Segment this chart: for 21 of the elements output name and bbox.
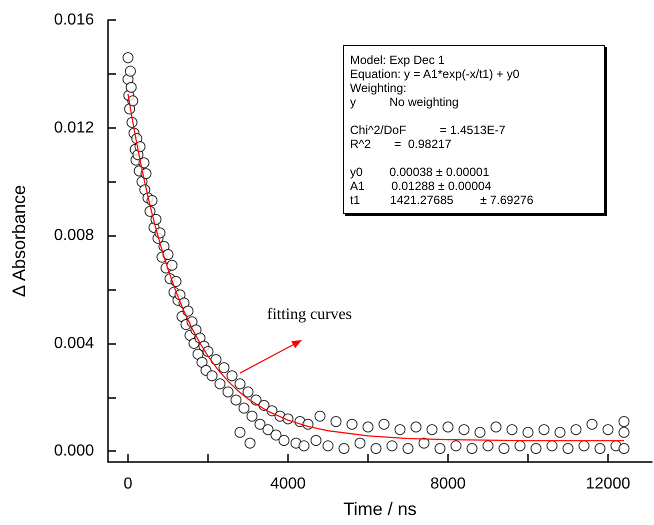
y-axis-title: Δ Absorbance: [9, 184, 29, 298]
annotation: A1 0.01288 ± 0.00004: [350, 179, 492, 193]
annotation: fitting curves: [267, 306, 352, 324]
annotation: Model: Exp Dec 1: [350, 53, 446, 67]
y-tick-label: 0.008: [54, 227, 94, 244]
x-tick-label: 4000: [270, 476, 306, 492]
x-tick-label: 0: [124, 476, 133, 492]
annotation: Weighting:: [350, 81, 408, 95]
x-tick-label: 12000: [586, 476, 630, 492]
x-axis-title: Time / ns: [343, 499, 417, 519]
y-tick-label: 0.012: [54, 119, 94, 136]
annotation: Chi^2/DoF = 1.4513E-7: [350, 123, 506, 137]
y-tick-label: 0.004: [54, 334, 94, 352]
annotation: y No weighting: [350, 95, 460, 109]
annotation: y0 0.00038 ± 0.00001: [350, 165, 490, 179]
y-tick-label: 0.000: [54, 442, 94, 460]
annotation: R^2 = 0.98217: [350, 137, 452, 151]
annotation: Equation: y = A1*exp(-x/t1) + y0: [350, 67, 520, 81]
y-tick-label: 0.016: [54, 12, 94, 28]
x-tick-label: 8000: [430, 476, 466, 492]
annotation: t1 1421.27685 ± 7.69276: [350, 193, 534, 207]
